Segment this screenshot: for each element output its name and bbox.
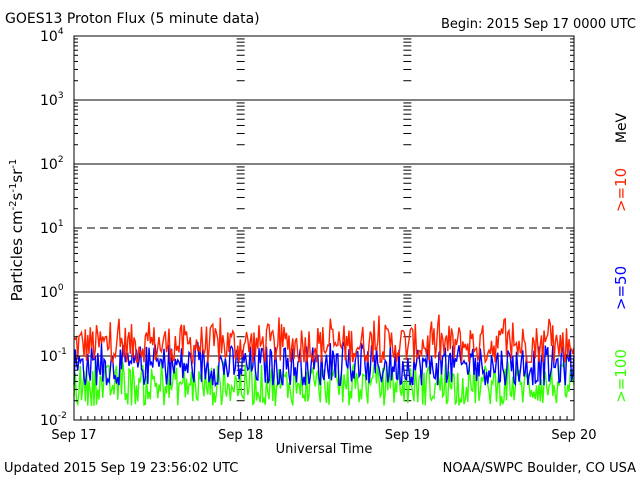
y-tick-base: 10	[40, 349, 58, 365]
y-tick-exponent: 0	[58, 283, 64, 293]
y-tick-label: 102	[40, 155, 64, 173]
y-tick-label: 10-2	[40, 411, 67, 429]
y-axis-label-mid1: s	[8, 192, 26, 200]
y-tick-exponent: 3	[58, 91, 64, 101]
y-axis-label-exp2: -1	[8, 183, 19, 193]
grid	[74, 38, 574, 402]
y-tick-label: 10-1	[40, 347, 67, 365]
legend-entry: >=50	[612, 266, 630, 310]
x-tick-label: Sep 17	[51, 428, 96, 443]
legend-entry: >=100	[612, 349, 630, 403]
legend-entry: >=10	[612, 168, 630, 212]
x-axis-label: Universal Time	[276, 442, 373, 457]
y-tick-exponent: 2	[58, 155, 64, 165]
y-tick-label: 103	[40, 91, 64, 109]
x-ticks: Sep 17 Sep 18 Sep 19 Sep 20	[51, 412, 597, 443]
y-axis-label-exp1: -2	[8, 200, 19, 210]
y-tick-base: 10	[40, 29, 58, 45]
unit-label: MeV	[614, 112, 630, 143]
updated-label: Updated 2015 Sep 19 23:56:02 UTC	[4, 461, 238, 476]
series-group	[73, 314, 575, 407]
y-tick-label: 104	[40, 27, 64, 45]
y-axis-label-exp3: -1	[8, 159, 19, 169]
begin-label: Begin: 2015 Sep 17 0000 UTC	[441, 17, 636, 32]
y-tick-label: 100	[40, 283, 64, 301]
y-tick-exponent: -2	[58, 411, 67, 421]
y-tick-base: 10	[40, 157, 58, 173]
y-tick-base: 10	[40, 93, 58, 109]
y-axis-label-mid2: sr	[8, 168, 26, 183]
legend: MeV >=10 >=50 >=100	[612, 112, 630, 402]
series-line	[73, 314, 575, 365]
source-label: NOAA/SWPC Boulder, CO USA	[443, 461, 636, 476]
x-tick-label: Sep 18	[218, 428, 263, 443]
y-tick-exponent: -1	[58, 347, 67, 357]
y-tick-base: 10	[40, 221, 58, 237]
x-tick-label: Sep 19	[385, 428, 430, 443]
chart-title: GOES13 Proton Flux (5 minute data)	[5, 11, 260, 27]
y-tick-base: 10	[40, 285, 58, 301]
series-line	[73, 340, 575, 388]
series-line	[73, 359, 575, 407]
y-axis-label: Particles cm-2s-1sr-1	[8, 159, 26, 302]
y-tick-base: 10	[40, 413, 58, 429]
y-tick-exponent: 4	[58, 27, 64, 37]
x-tick-label: Sep 20	[551, 428, 596, 443]
y-tick-label: 101	[40, 219, 64, 237]
y-tick-exponent: 1	[58, 219, 64, 229]
y-axis-label-main: Particles cm	[8, 210, 26, 301]
